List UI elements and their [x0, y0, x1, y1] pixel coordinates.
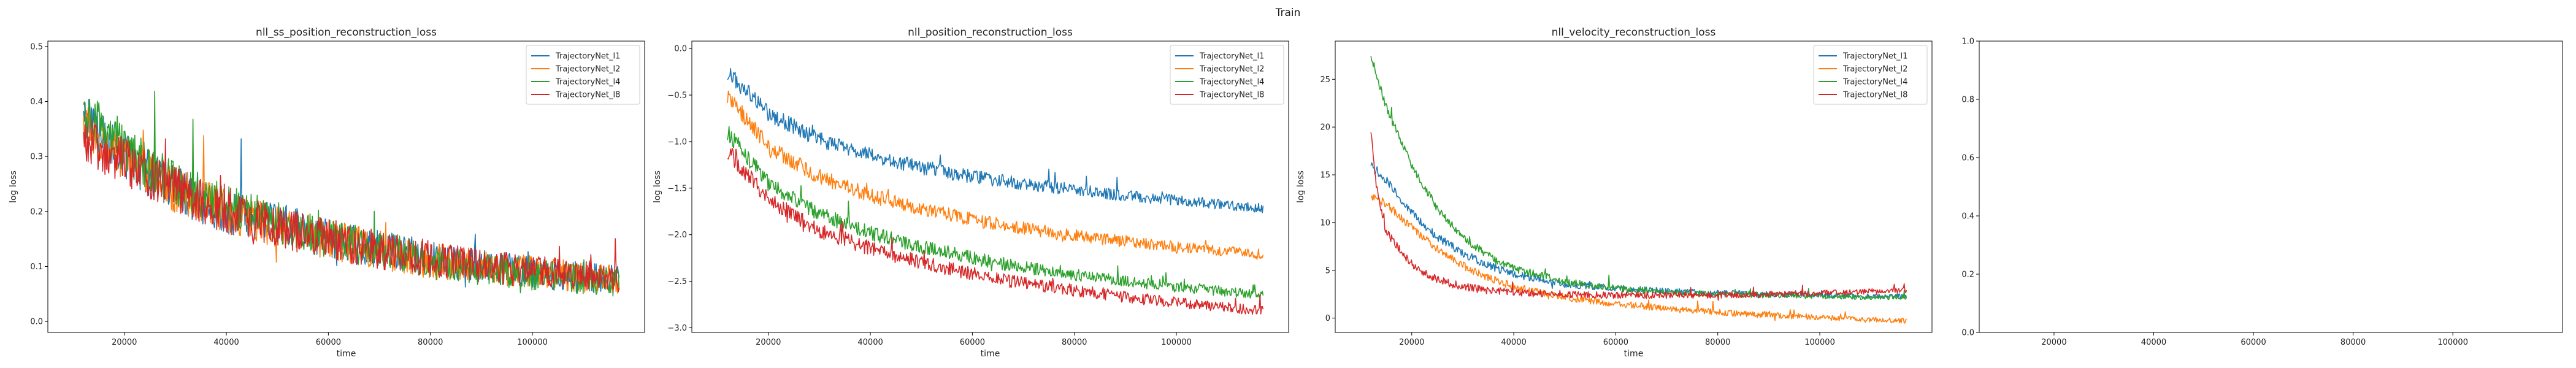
x-tick-label: 80000 — [2340, 338, 2366, 347]
y-axis-label: log loss — [653, 171, 662, 203]
y-tick-label: 20 — [1320, 123, 1330, 132]
x-tick-label: 80000 — [1062, 338, 1087, 347]
legend-label: TrajectoryNet_l4 — [1842, 78, 1907, 87]
y-tick-label: −0.5 — [667, 91, 687, 101]
x-tick-label: 60000 — [1603, 338, 1628, 347]
legend-label: TrajectoryNet_l2 — [1842, 65, 1907, 74]
y-tick-label: −2.5 — [667, 277, 687, 286]
x-axis-label: time — [981, 349, 1000, 359]
y-tick-label: 0.4 — [30, 98, 43, 107]
legend-box — [1813, 45, 1928, 105]
subplot-1: nll_ss_position_reconstruction_loss 20000… — [9, 26, 645, 359]
x-axis-label: time — [1624, 349, 1644, 359]
x-tick-label: 100000 — [2437, 338, 2468, 347]
legend-label: TrajectoryNet_l1 — [1199, 52, 1264, 61]
legend-box — [526, 45, 640, 105]
legend: TrajectoryNet_l1 TrajectoryNet_l2 Trajecto… — [526, 45, 640, 105]
y-tick-label: −2.0 — [667, 231, 687, 240]
series-line-trajectorynet_l4 — [727, 126, 1264, 299]
subplot-3: nll_velocity_reconstruction_loss 20000 400… — [1296, 26, 1933, 359]
y-tick-label: 15 — [1320, 171, 1330, 180]
legend-label: TrajectoryNet_l8 — [555, 91, 620, 100]
axes-frame — [1979, 40, 2563, 333]
legend-label: TrajectoryNet_l4 — [1199, 78, 1264, 87]
axes-frame — [1335, 40, 1933, 333]
y-tick-label: 1.0 — [1961, 37, 1974, 47]
series-line-trajectorynet_l8 — [1370, 132, 1907, 301]
x-tick-label: 60000 — [960, 338, 985, 347]
y-tick-label: 0.6 — [1961, 154, 1974, 163]
subplot-4: 20000 40000 60000 80000 100000 0.0 0.2 0.4 0.6 0.… — [1961, 37, 2563, 347]
legend: TrajectoryNet_l1 TrajectoryNet_l2 Trajecto… — [1813, 45, 1928, 105]
x-tick-label: 60000 — [2241, 338, 2266, 347]
legend-label: TrajectoryNet_l2 — [1199, 65, 1264, 74]
x-tick-label: 20000 — [756, 338, 781, 347]
series-line-trajectorynet_l8 — [83, 119, 620, 293]
x-tick-label: 20000 — [2041, 338, 2066, 347]
x-tick-label: 40000 — [857, 338, 883, 347]
y-tick-label: 0.4 — [1961, 212, 1974, 221]
legend-label: TrajectoryNet_l2 — [555, 65, 620, 74]
series-line-trajectorynet_l2 — [1370, 194, 1907, 324]
y-tick-label: −1.5 — [667, 184, 687, 193]
subplot-title: nll_ss_position_reconstruction_loss — [256, 26, 437, 39]
y-axis-label: log loss — [9, 171, 18, 203]
x-tick-label: 100000 — [517, 338, 548, 347]
figure-suptitle: Train — [1275, 7, 1301, 19]
y-tick-label: 0.2 — [30, 207, 43, 217]
axes-frame — [691, 40, 1289, 333]
legend-box — [1170, 45, 1284, 105]
y-tick-label: 0.1 — [30, 263, 43, 272]
series-line-trajectorynet_l1 — [1370, 162, 1907, 299]
y-tick-label: 0.5 — [30, 42, 43, 52]
legend-label: TrajectoryNet_l1 — [555, 52, 620, 61]
y-tick-label: 10 — [1320, 218, 1330, 228]
x-tick-label: 20000 — [112, 338, 137, 347]
x-tick-label: 40000 — [213, 338, 239, 347]
subplot-title: nll_position_reconstruction_loss — [908, 26, 1073, 39]
subplot-grid: nll_ss_position_reconstruction_loss 20000… — [9, 26, 2563, 359]
legend-label: TrajectoryNet_l8 — [1842, 91, 1907, 100]
legend: TrajectoryNet_l1 TrajectoryNet_l2 Trajecto… — [1170, 45, 1284, 105]
y-tick-label: 0.0 — [30, 318, 43, 327]
x-tick-label: 80000 — [418, 338, 443, 347]
y-tick-label: 5 — [1325, 266, 1330, 275]
y-tick-label: 0 — [1325, 314, 1330, 323]
y-tick-label: −3.0 — [667, 324, 687, 333]
legend-label: TrajectoryNet_l4 — [555, 78, 620, 87]
x-tick-label: 100000 — [1804, 338, 1835, 347]
x-tick-label: 60000 — [316, 338, 341, 347]
y-tick-label: 0.3 — [30, 153, 43, 162]
y-tick-label: 0.0 — [1961, 329, 1974, 338]
series-line-trajectorynet_l1 — [727, 67, 1264, 213]
legend-label: TrajectoryNet_l8 — [1199, 91, 1264, 100]
subplot-2: nll_position_reconstruction_loss 20000 400… — [653, 26, 1289, 359]
y-tick-label: 0.8 — [1961, 96, 1974, 105]
subplot-title: nll_velocity_reconstruction_loss — [1552, 26, 1716, 39]
y-tick-label: −1.0 — [667, 137, 687, 147]
legend-label: TrajectoryNet_l1 — [1842, 52, 1907, 61]
series-line-trajectorynet_l8 — [727, 148, 1264, 315]
series-line-trajectorynet_l2 — [727, 90, 1264, 260]
plot-area — [83, 90, 620, 297]
plot-area — [727, 67, 1264, 315]
x-axis-label: time — [337, 349, 356, 359]
y-tick-label: 25 — [1320, 75, 1330, 85]
x-tick-label: 80000 — [1705, 338, 1730, 347]
plot-area — [1370, 56, 1907, 324]
x-tick-label: 40000 — [2141, 338, 2166, 347]
axes-frame — [47, 40, 645, 333]
series-line-trajectorynet_l4 — [1370, 56, 1907, 301]
y-axis-label: log loss — [1296, 171, 1306, 203]
y-tick-label: 0.0 — [674, 45, 687, 54]
x-tick-label: 40000 — [1501, 338, 1526, 347]
x-tick-label: 20000 — [1399, 338, 1424, 347]
series-line-trajectorynet_l4 — [83, 90, 620, 297]
y-tick-label: 0.2 — [1961, 270, 1974, 280]
x-tick-label: 100000 — [1161, 338, 1192, 347]
